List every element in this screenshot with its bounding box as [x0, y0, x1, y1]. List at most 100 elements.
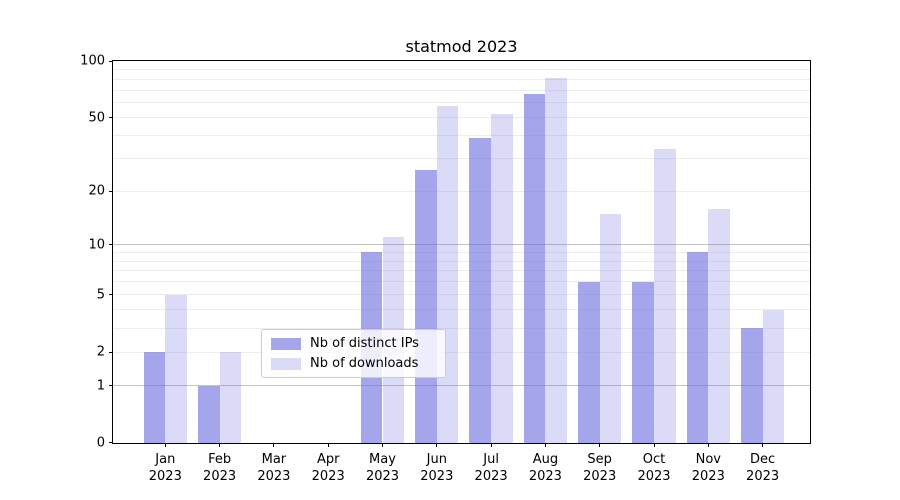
- gridline-y-30: [113, 158, 810, 160]
- x-tick-sep: [599, 443, 601, 447]
- gridline-y-40: [113, 135, 810, 137]
- bar-distinct-ips-aug: [523, 93, 546, 443]
- gridline-y-4: [113, 309, 810, 311]
- y-tick-0: [109, 441, 113, 443]
- month-label: Aug: [532, 452, 559, 467]
- x-tick-oct: [653, 443, 655, 447]
- x-tick-label-oct: Oct 2023: [622, 451, 686, 485]
- bar-distinct-ips-feb: [197, 385, 220, 443]
- chart-title: statmod 2023: [405, 37, 518, 56]
- month-label: Apr: [316, 452, 340, 467]
- legend-label-downloads: Nb of downloads: [310, 356, 419, 371]
- x-tick-label-nov: Nov 2023: [676, 451, 740, 485]
- year-label: 2023: [257, 469, 291, 484]
- month-label: Nov: [695, 452, 721, 467]
- gridline-y-2: [113, 351, 810, 353]
- x-tick-label-jul: Jul 2023: [459, 451, 523, 485]
- x-tick-nov: [707, 443, 709, 447]
- major-gridline-y-1: [113, 385, 810, 387]
- x-tick-feb: [219, 443, 221, 447]
- gridline-y-20: [113, 190, 810, 192]
- x-tick-label-apr: Apr 2023: [296, 451, 360, 485]
- year-label: 2023: [311, 469, 345, 484]
- bar-downloads-jun: [436, 105, 459, 443]
- gridline-y-7: [113, 270, 810, 272]
- legend-swatch-distinct-ips: [271, 337, 301, 350]
- plot-area: 0 1 2 5 10 20 50 100 Jan 2023 Feb 2023 Mar 2023 Apr 202…: [80, 54, 811, 484]
- y-tick-label-2: 2: [96, 344, 105, 360]
- x-tick-label-jun: Jun 2023: [405, 451, 469, 485]
- legend-swatch-downloads: [271, 357, 301, 370]
- x-tick-label-feb: Feb 2023: [188, 451, 252, 485]
- gridline-y-70: [113, 89, 810, 91]
- x-tick-label-may: May 2023: [351, 451, 415, 485]
- bar-downloads-aug: [545, 78, 568, 443]
- x-tick-jan: [164, 443, 166, 447]
- month-label: Feb: [208, 452, 232, 467]
- y-tick-100: [109, 60, 113, 62]
- year-label: 2023: [691, 469, 725, 484]
- gridline-y-3: [113, 327, 810, 329]
- y-tick-label-50: 50: [88, 110, 105, 126]
- y-tick-10: [109, 244, 113, 246]
- bar-downloads-feb: [219, 352, 242, 443]
- y-tick-label-100: 100: [80, 53, 105, 69]
- bar-downloads-jul: [491, 114, 513, 443]
- y-tick-label-20: 20: [88, 183, 105, 199]
- y-tick-label-5: 5: [96, 287, 105, 303]
- legend-item-downloads: Nb of downloads: [271, 356, 436, 371]
- x-tick-dec: [762, 443, 764, 447]
- year-label: 2023: [148, 469, 182, 484]
- bar-distinct-ips-oct: [632, 281, 654, 443]
- bar-distinct-ips-nov: [686, 252, 709, 443]
- month-label: May: [369, 452, 396, 467]
- year-label: 2023: [420, 469, 454, 484]
- bar-downloads-dec: [762, 309, 785, 443]
- month-label: Jul: [483, 452, 499, 467]
- year-label: 2023: [528, 469, 562, 484]
- y-tick-2: [109, 351, 113, 353]
- bar-downloads-oct: [654, 148, 676, 443]
- x-tick-mar: [273, 443, 275, 447]
- bar-downloads-sep: [599, 213, 622, 443]
- month-label: Mar: [261, 452, 287, 467]
- month-label: Dec: [750, 452, 776, 467]
- legend-item-distinct-ips: Nb of distinct IPs: [271, 336, 436, 351]
- year-label: 2023: [203, 469, 237, 484]
- y-tick-label-0: 0: [96, 435, 105, 451]
- year-label: 2023: [637, 469, 671, 484]
- month-label: Oct: [642, 452, 666, 467]
- x-tick-jun: [436, 443, 438, 447]
- x-tick-label-sep: Sep 2023: [568, 451, 632, 485]
- gridline-y-9: [113, 251, 810, 253]
- x-tick-aug: [544, 443, 546, 447]
- y-tick-5: [109, 294, 113, 296]
- major-gridline-y-10: [113, 244, 810, 246]
- x-tick-jul: [490, 443, 492, 447]
- x-tick-may: [382, 443, 383, 447]
- month-label: Jun: [426, 452, 447, 467]
- year-label: 2023: [365, 469, 400, 484]
- year-label: 2023: [474, 469, 508, 484]
- x-tick-label-dec: Dec 2023: [731, 451, 795, 485]
- month-label: Sep: [587, 452, 612, 467]
- bar-distinct-ips-jun: [415, 170, 437, 443]
- gridline-y-90: [113, 69, 810, 71]
- bar-distinct-ips-sep: [578, 281, 600, 443]
- y-tick-label-1: 1: [96, 378, 105, 394]
- bar-distinct-ips-jan: [143, 352, 166, 443]
- bar-distinct-ips-jul: [469, 137, 492, 443]
- x-tick-label-aug: Aug 2023: [513, 451, 577, 485]
- gridline-y-5: [113, 294, 810, 296]
- gridline-y-80: [113, 78, 810, 80]
- year-label: 2023: [746, 469, 780, 484]
- gridline-y-6: [113, 281, 810, 283]
- gridline-y-60: [113, 102, 810, 104]
- y-tick-50: [109, 117, 113, 119]
- x-tick-apr: [327, 443, 329, 447]
- bar-distinct-ips-dec: [740, 328, 763, 443]
- legend: Nb of distinct IPs Nb of downloads: [261, 329, 446, 378]
- month-label: Jan: [155, 452, 176, 467]
- legend-label-distinct-ips: Nb of distinct IPs: [310, 336, 419, 351]
